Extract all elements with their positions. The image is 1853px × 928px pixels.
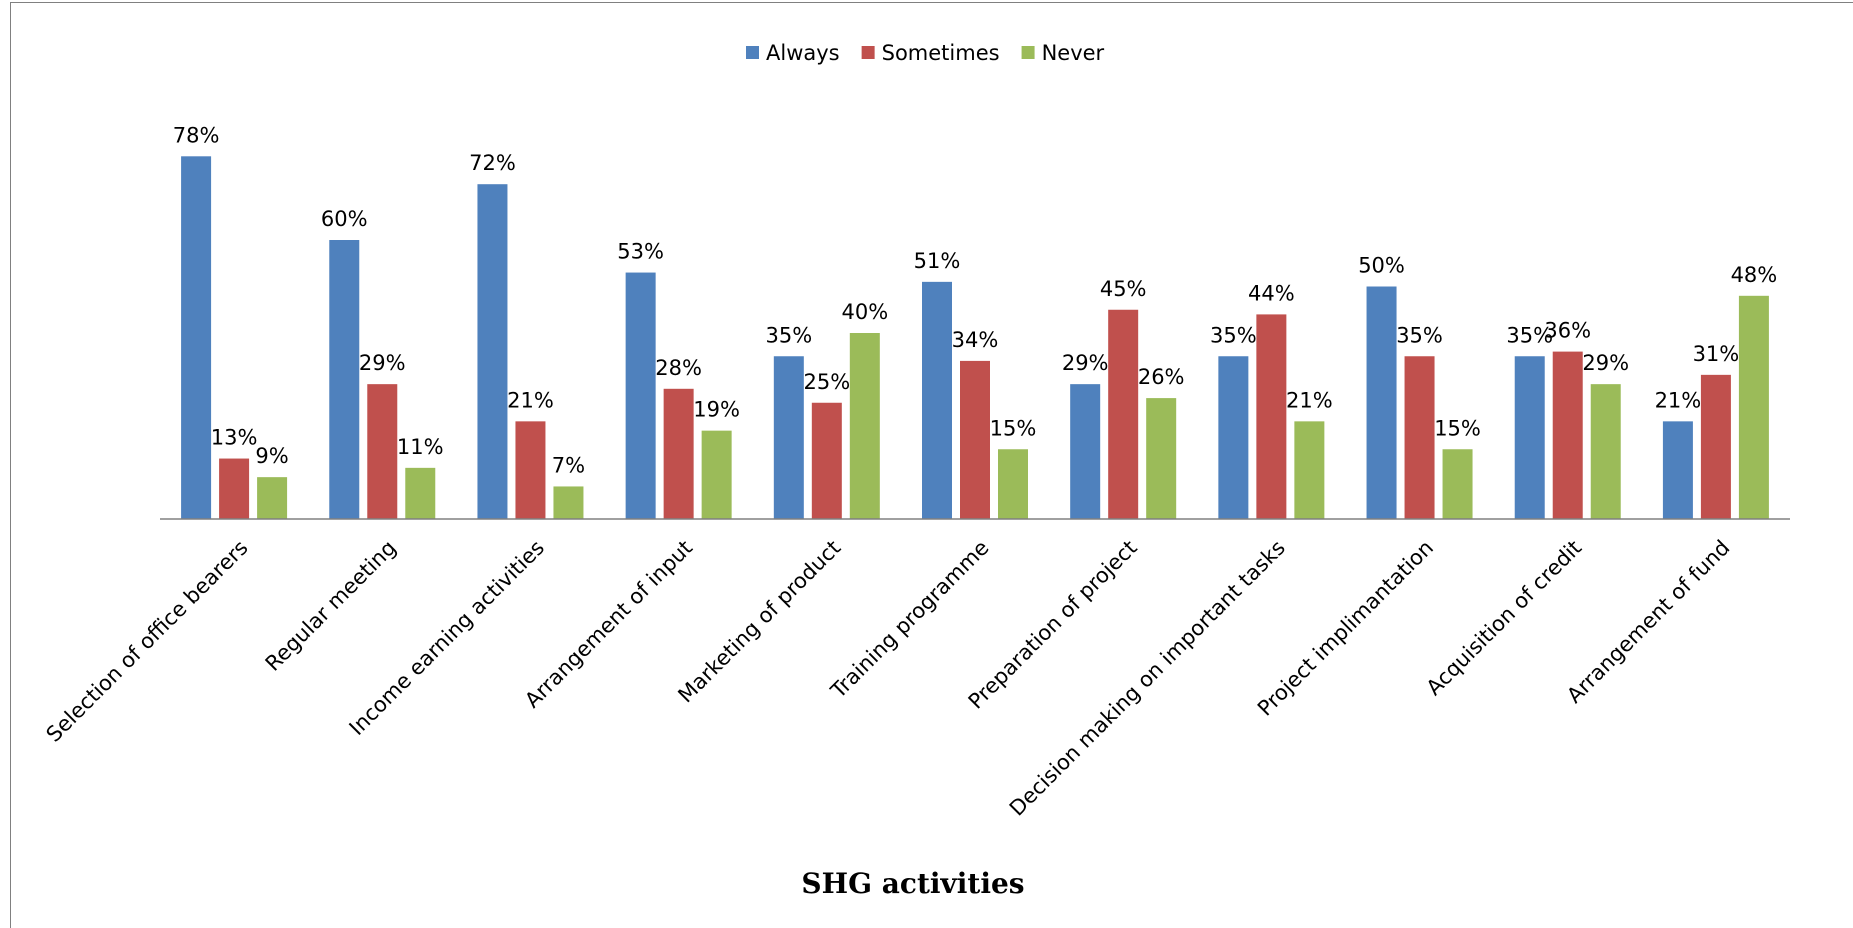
data-label-sometimes-training-programme: 34% [952, 328, 999, 352]
bar-always-arrangement-of-input [625, 272, 656, 519]
bar-never-selection-of-office-bearers [257, 477, 288, 519]
category-label-regular-meeting: Regular meeting [261, 536, 401, 676]
bar-sometimes-acquisition-of-credit [1552, 351, 1583, 519]
data-label-never-arrangement-of-input: 19% [693, 398, 740, 422]
legend-swatch-never [1021, 46, 1035, 59]
bar-sometimes-decision-making-on-important-tasks [1256, 314, 1287, 519]
bar-never-regular-meeting [405, 467, 436, 519]
data-label-never-preparation-of-project: 26% [1138, 365, 1185, 389]
data-label-never-decision-making-on-important-tasks: 21% [1286, 388, 1333, 412]
bar-always-income-earning-activities [477, 184, 508, 519]
bar-always-selection-of-office-bearers [181, 156, 212, 520]
bar-always-marketing-of-product [773, 356, 804, 519]
legend-label-sometimes: Sometimes [882, 41, 1000, 65]
category-labels: Selection of office bearers Regular meeti… [42, 536, 1735, 821]
data-label-never-arrangement-of-fund: 48% [1731, 263, 1778, 287]
category-label-selection-of-office-bearers: Selection of office bearers [42, 536, 253, 747]
bar-always-preparation-of-project [1070, 384, 1101, 519]
bars [181, 156, 1769, 520]
data-label-never-project-implimantation: 15% [1434, 416, 1481, 440]
x-axis-title: SHG activities [801, 867, 1024, 900]
data-label-sometimes-selection-of-office-bearers: 13% [211, 426, 258, 450]
bar-never-training-programme [998, 449, 1028, 519]
data-label-never-income-earning-activities: 7% [552, 453, 585, 477]
data-label-always-decision-making-on-important-tasks: 35% [1210, 323, 1257, 347]
bar-always-project-implimantation [1366, 286, 1397, 519]
bar-sometimes-arrangement-of-input [663, 388, 694, 519]
bar-never-acquisition-of-credit [1590, 384, 1621, 519]
data-label-sometimes-acquisition-of-credit: 36% [1544, 319, 1591, 343]
bar-sometimes-training-programme [960, 360, 990, 519]
bar-sometimes-regular-meeting [367, 384, 398, 519]
data-label-always-arrangement-of-input: 53% [617, 240, 664, 264]
bar-never-arrangement-of-input [701, 430, 732, 519]
bar-sometimes-arrangement-of-fund [1700, 374, 1731, 519]
bar-always-acquisition-of-credit [1514, 356, 1545, 519]
bar-sometimes-selection-of-office-bearers [219, 458, 250, 519]
bar-never-income-earning-activities [553, 486, 584, 519]
data-label-always-training-programme: 51% [914, 249, 961, 273]
chart-frame [10, 2, 1853, 928]
category-label-decision-making-on-important-tasks: Decision making on important tasks [1005, 536, 1290, 821]
data-label-always-marketing-of-product: 35% [765, 323, 812, 347]
data-label-sometimes-marketing-of-product: 25% [803, 370, 850, 394]
category-label-project-implimantation: Project implimantation [1253, 536, 1438, 721]
data-label-sometimes-arrangement-of-fund: 31% [1693, 342, 1740, 366]
legend-swatch-always [746, 46, 759, 59]
data-label-sometimes-project-implimantation: 35% [1396, 323, 1443, 347]
data-label-never-acquisition-of-credit: 29% [1582, 351, 1629, 375]
data-label-sometimes-decision-making-on-important-tasks: 44% [1248, 281, 1295, 305]
bar-sometimes-preparation-of-project [1108, 309, 1139, 519]
bar-never-arrangement-of-fund [1738, 295, 1769, 519]
legend-label-never: Never [1042, 41, 1105, 65]
data-label-always-project-implimantation: 50% [1358, 254, 1405, 278]
bar-sometimes-project-implimantation [1404, 356, 1435, 519]
data-label-never-selection-of-office-bearers: 9% [255, 444, 288, 468]
data-label-always-selection-of-office-bearers: 78% [173, 123, 220, 147]
bar-never-marketing-of-product [849, 333, 880, 519]
legend-label-always: Always [766, 41, 840, 65]
bar-never-project-implimantation [1442, 449, 1473, 519]
category-label-preparation-of-project: Preparation of project [964, 536, 1142, 714]
bar-sometimes-marketing-of-product [811, 402, 842, 519]
data-label-always-preparation-of-project: 29% [1062, 351, 1109, 375]
bar-always-regular-meeting [329, 240, 360, 519]
category-label-acquisition-of-credit: Acquisition of credit [1422, 536, 1587, 701]
category-label-marketing-of-product: Marketing of product [674, 536, 846, 708]
data-label-never-training-programme: 15% [990, 416, 1037, 440]
data-label-always-arrangement-of-fund: 21% [1655, 388, 1702, 412]
category-label-training-programme: Training programme [826, 536, 994, 704]
data-label-sometimes-income-earning-activities: 21% [507, 388, 554, 412]
data-label-sometimes-arrangement-of-input: 28% [655, 356, 702, 380]
data-label-never-marketing-of-product: 40% [841, 300, 888, 324]
bar-sometimes-income-earning-activities [515, 421, 546, 519]
data-label-always-regular-meeting: 60% [321, 207, 368, 231]
bar-never-decision-making-on-important-tasks [1294, 421, 1325, 519]
data-label-sometimes-regular-meeting: 29% [359, 351, 406, 375]
data-label-always-acquisition-of-credit: 35% [1506, 323, 1553, 347]
data-label-always-income-earning-activities: 72% [469, 151, 516, 175]
bar-always-training-programme [922, 281, 952, 519]
category-label-arrangement-of-input: Arrangement of input [520, 536, 697, 713]
bar-never-preparation-of-project [1146, 398, 1177, 519]
bar-always-arrangement-of-fund [1662, 421, 1693, 519]
category-label-arrangement-of-fund: Arrangement of fund [1562, 536, 1734, 708]
bar-always-decision-making-on-important-tasks [1218, 356, 1249, 519]
legend-swatch-sometimes [861, 46, 875, 59]
data-label-sometimes-preparation-of-project: 45% [1100, 277, 1147, 301]
data-label-never-regular-meeting: 11% [397, 435, 444, 459]
legend: Always Sometimes Never [746, 41, 1105, 65]
data-labels: 78% 13%9% 60% 29% 11% 72% 21% 7% 53% 28% 19% 35% 25%… [173, 123, 1778, 477]
